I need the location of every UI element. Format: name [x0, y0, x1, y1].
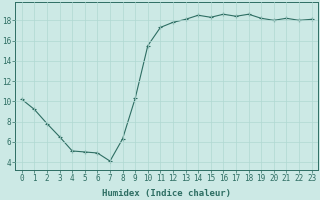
- X-axis label: Humidex (Indice chaleur): Humidex (Indice chaleur): [102, 189, 231, 198]
